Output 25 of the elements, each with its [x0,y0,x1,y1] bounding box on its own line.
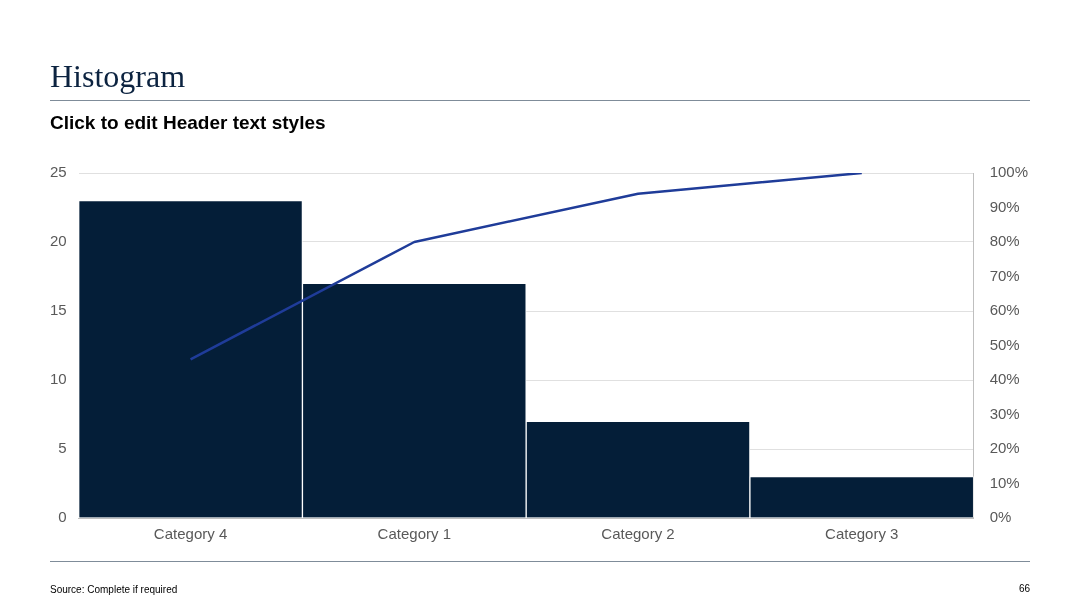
y2-tick-label: 0% [989,508,1012,526]
y2-tick-label: 40% [989,370,1020,388]
y-tick-label: 5 [58,439,67,457]
x-tick-label: Category 2 [601,525,675,543]
y2-tick-label: 70% [989,266,1020,284]
y-tick-label: 15 [50,301,67,319]
y-tick-label: 25 [50,163,67,181]
y2-tick-label: 20% [989,439,1020,457]
y-tick-label: 10 [50,370,67,388]
y2-tick-label: 10% [989,473,1020,491]
y-tick-label: 20 [50,232,67,250]
chart-subtitle: Click to edit Header text styles [50,112,326,134]
y2-tick-label: 30% [989,404,1020,422]
y2-tick-label: 80% [989,232,1020,250]
x-tick-label: Category 1 [377,525,451,543]
y2-tick-label: 100% [989,163,1029,181]
y2-tick-label: 50% [989,335,1020,353]
chart-title: Histogram [50,58,186,95]
y-tick-label: 0 [58,508,67,526]
source-note: Source: Complete if required [50,584,178,595]
x-tick-label: Category 4 [153,525,228,543]
y2-tick-label: 90% [989,197,1020,215]
text: 66 [1018,583,1030,594]
x-tick-label: Category 3 [825,525,899,543]
y2-tick-label: 60% [989,301,1020,319]
